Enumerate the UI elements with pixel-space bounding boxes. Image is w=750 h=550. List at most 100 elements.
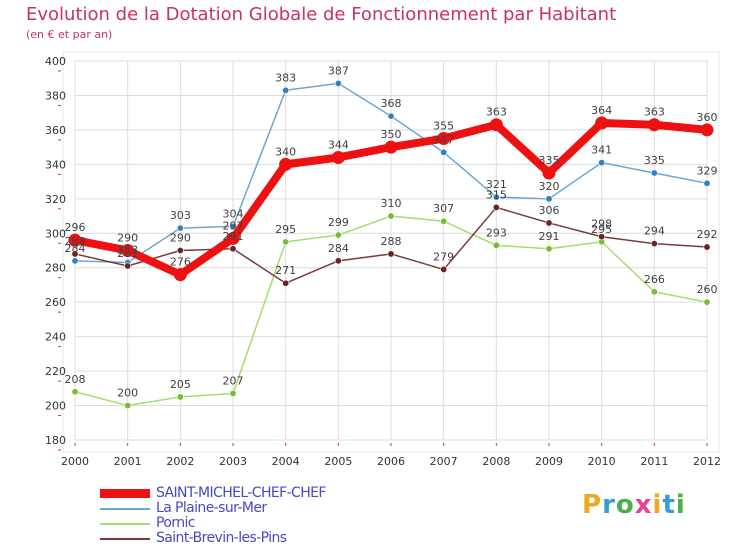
data-label-1: 283 [117, 244, 138, 257]
data-label-0: 290 [117, 232, 138, 245]
data-point-1 [387, 112, 395, 120]
data-label-2: 293 [486, 226, 507, 239]
data-label-0: 363 [486, 106, 507, 119]
data-label-2: 208 [65, 373, 86, 386]
data-point-0 [595, 116, 609, 130]
data-label-0: 344 [328, 138, 349, 151]
x-tick-label: 2011 [640, 455, 668, 468]
data-point-3 [440, 265, 448, 273]
data-point-1 [545, 195, 553, 203]
data-label-3: 288 [381, 235, 402, 248]
y-tick-label: 260 [45, 296, 66, 309]
data-label-2: 266 [644, 273, 665, 286]
y-tick-label: 340 [45, 158, 66, 171]
data-label-0: 340 [275, 145, 296, 158]
chart-subtitle: (en € et par an) [26, 28, 113, 41]
logo-letter: o [615, 490, 635, 520]
y-tick-label: 400 [45, 55, 66, 68]
y-tick-label: 360 [45, 124, 66, 137]
data-label-3: 288 [65, 235, 86, 248]
data-point-3 [492, 203, 500, 211]
data-point-2 [334, 231, 342, 239]
data-label-1: 284 [65, 242, 86, 255]
data-point-0 [279, 157, 293, 171]
legend-item: Saint-Brevin-les-Pins [100, 531, 326, 546]
data-point-3 [545, 219, 553, 227]
data-label-2: 295 [591, 223, 612, 236]
data-point-2 [650, 288, 658, 296]
data-label-1: 368 [381, 97, 402, 110]
data-point-0 [700, 123, 714, 137]
data-point-2 [387, 212, 395, 220]
data-point-0 [437, 132, 451, 146]
data-label-2: 307 [433, 202, 454, 215]
data-point-0 [226, 231, 240, 245]
data-point-3 [176, 247, 184, 255]
data-point-2 [229, 389, 237, 397]
logo-letter: i [652, 490, 663, 520]
x-tick-label: 2006 [377, 455, 405, 468]
x-tick-label: 2003 [219, 455, 247, 468]
data-label-3: 281 [117, 247, 138, 260]
data-point-1 [650, 169, 658, 177]
chart-title: Evolution de la Dotation Globale de Fonc… [26, 4, 617, 25]
data-point-2 [282, 238, 290, 246]
data-label-1: 383 [275, 71, 296, 84]
y-tick-label: 320 [45, 193, 66, 206]
data-label-3: 306 [539, 204, 560, 217]
data-label-3: 294 [644, 225, 665, 238]
data-label-0: 297 [223, 219, 244, 232]
data-label-1: 320 [539, 180, 560, 193]
data-label-3: 279 [433, 250, 454, 263]
data-label-1: 387 [328, 64, 349, 77]
data-point-3 [334, 257, 342, 265]
data-point-1 [71, 257, 79, 265]
data-label-2: 205 [170, 378, 191, 391]
logo-letter: x [634, 490, 653, 520]
data-label-1: 321 [486, 178, 507, 191]
logo-letter: r [602, 490, 616, 520]
data-point-3 [229, 245, 237, 253]
data-point-0 [384, 140, 398, 154]
y-tick-label: 180 [45, 434, 66, 447]
data-label-0: 360 [697, 111, 718, 124]
data-label-0: 296 [65, 221, 86, 234]
legend-label: La Plaine-sur-Mer [156, 500, 267, 516]
data-point-3 [71, 250, 79, 258]
x-tick-label: 2009 [535, 455, 563, 468]
data-label-2: 310 [381, 197, 402, 210]
data-label-3: 298 [591, 218, 612, 231]
data-label-2: 295 [275, 223, 296, 236]
x-tick-label: 2002 [166, 455, 194, 468]
data-label-1: 335 [644, 154, 665, 167]
legend-swatch [100, 507, 150, 510]
data-point-1 [440, 148, 448, 156]
data-point-1 [334, 79, 342, 87]
data-label-3: 315 [486, 188, 507, 201]
legend-swatch [100, 489, 150, 498]
data-label-1: 347 [433, 133, 454, 146]
y-tick-label: 280 [45, 262, 66, 275]
data-label-0: 363 [644, 106, 665, 119]
y-tick-label: 380 [45, 89, 66, 102]
data-label-3: 271 [275, 264, 296, 277]
data-point-2 [440, 217, 448, 225]
legend-label: SAINT-MICHEL-CHEF-CHEF [156, 485, 326, 501]
data-label-1: 341 [591, 144, 612, 157]
data-point-3 [282, 279, 290, 287]
legend-item: La Plaine-sur-Mer [100, 501, 326, 516]
legend-label: Saint-Brevin-les-Pins [156, 530, 287, 546]
legend-item: SAINT-MICHEL-CHEF-CHEF [100, 486, 326, 501]
data-label-1: 329 [697, 164, 718, 177]
data-point-0 [68, 233, 82, 247]
data-label-0: 350 [381, 128, 402, 141]
x-tick-label: 2012 [693, 455, 721, 468]
legend-label: Pornic [156, 515, 195, 531]
y-tick-label: 300 [45, 227, 66, 240]
data-point-3 [598, 233, 606, 241]
data-point-0 [489, 118, 503, 132]
logo-letter: i [675, 490, 686, 520]
data-point-0 [173, 268, 187, 282]
